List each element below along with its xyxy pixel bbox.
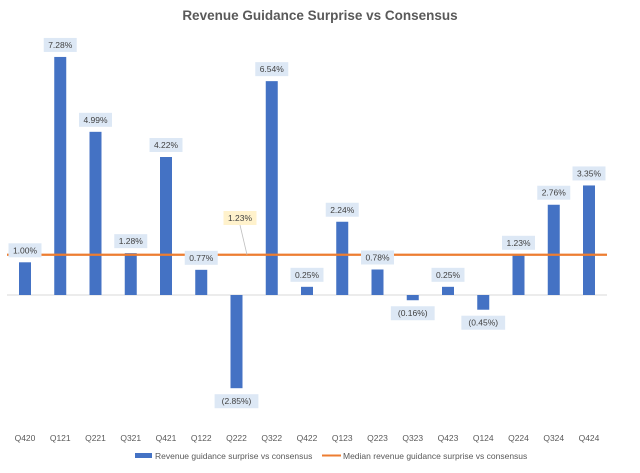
bar-Q323 xyxy=(406,295,419,301)
bar-Q424 xyxy=(583,185,595,295)
x-tick-Q421: Q421 xyxy=(156,433,177,443)
data-label-Q223: 0.78% xyxy=(365,252,390,262)
x-tick-Q324: Q324 xyxy=(543,433,564,443)
x-tick-Q423: Q423 xyxy=(438,433,459,443)
x-tick-Q224: Q224 xyxy=(508,433,529,443)
data-label-Q121-bg xyxy=(43,37,77,52)
data-label-Q124-bg xyxy=(461,315,506,330)
data-label-Q223-bg xyxy=(361,250,394,265)
x-tick-Q122: Q122 xyxy=(191,433,212,443)
x-tick-Q321: Q321 xyxy=(120,433,141,443)
x-tick-Q420: Q420 xyxy=(15,433,36,443)
data-label-Q422: 0.25% xyxy=(295,270,320,280)
data-label-Q423-bg xyxy=(431,267,465,282)
data-label-Q422-bg xyxy=(290,267,324,282)
chart-title: Revenue Guidance Surprise vs Consensus xyxy=(182,8,457,23)
bar-Q221 xyxy=(89,131,102,295)
x-tick-Q322: Q322 xyxy=(261,433,282,443)
data-label-Q123-bg xyxy=(325,202,359,217)
legend-label-median: Median revenue guidance surprise vs cons… xyxy=(343,451,527,461)
data-label-Q420: 1.00% xyxy=(13,245,38,255)
legend-swatch-bars xyxy=(135,453,152,458)
median-data-label-bg xyxy=(223,211,257,225)
data-label-Q221: 4.99% xyxy=(83,115,108,125)
data-label-Q222-bg xyxy=(214,394,259,409)
legend-label-bars: Revenue guidance surprise vs consensus xyxy=(155,451,312,461)
data-label-Q324-bg xyxy=(537,185,571,200)
data-label-Q221-bg xyxy=(79,112,112,127)
data-label-Q224: 1.23% xyxy=(506,238,531,248)
data-label-Q323-bg xyxy=(390,306,435,321)
bar-Q321 xyxy=(124,253,137,295)
x-tick-Q222: Q222 xyxy=(226,433,247,443)
bar-Q121 xyxy=(54,56,67,295)
x-tick-Q121: Q121 xyxy=(50,433,71,443)
data-label-Q421: 4.22% xyxy=(154,140,179,150)
bar-Q421 xyxy=(160,157,172,295)
bar-Q420 xyxy=(19,262,31,295)
median-data-label: 1.23% xyxy=(228,213,253,223)
data-label-Q321-bg xyxy=(114,234,148,249)
data-label-Q424-bg xyxy=(572,166,606,181)
data-label-Q321: 1.28% xyxy=(119,236,144,246)
data-label-Q420-bg xyxy=(8,243,42,258)
data-label-Q123: 2.24% xyxy=(330,205,355,215)
data-label-Q323: (0.16%) xyxy=(398,308,428,318)
data-label-Q322-bg xyxy=(255,62,289,77)
x-tick-Q323: Q323 xyxy=(402,433,423,443)
legend: Revenue guidance surprise vs consensus M… xyxy=(135,451,527,461)
bar-Q223 xyxy=(371,269,384,295)
x-tick-Q124: Q124 xyxy=(473,433,494,443)
x-tick-Q123: Q123 xyxy=(332,433,353,443)
x-tick-Q424: Q424 xyxy=(579,433,600,443)
x-tick-Q422: Q422 xyxy=(297,433,318,443)
bar-Q422 xyxy=(301,286,313,295)
bar-Q324 xyxy=(547,204,560,295)
data-label-Q324: 2.76% xyxy=(542,188,567,198)
bar-Q122 xyxy=(195,269,208,295)
data-label-Q322: 6.54% xyxy=(260,64,285,74)
data-label-Q122-bg xyxy=(184,250,218,265)
bar-Q124 xyxy=(477,295,490,310)
bar-Q423 xyxy=(442,286,454,295)
bar-Q222 xyxy=(230,295,243,389)
data-label-Q424: 3.35% xyxy=(577,168,602,178)
bar-Q322 xyxy=(265,81,278,295)
data-label-Q224-bg xyxy=(502,235,535,250)
data-label-Q423: 0.25% xyxy=(436,270,461,280)
median-leader-line xyxy=(239,224,248,255)
x-tick-Q223: Q223 xyxy=(367,433,388,443)
bar-Q224 xyxy=(512,254,525,295)
data-label-Q121: 7.28% xyxy=(48,40,73,50)
bar-Q123 xyxy=(336,221,349,295)
data-label-Q122: 0.77% xyxy=(189,253,214,263)
data-label-Q421-bg xyxy=(149,138,183,153)
data-label-Q222: (2.85%) xyxy=(222,396,252,406)
data-label-Q124: (0.45%) xyxy=(468,318,498,328)
x-tick-Q221: Q221 xyxy=(85,433,106,443)
